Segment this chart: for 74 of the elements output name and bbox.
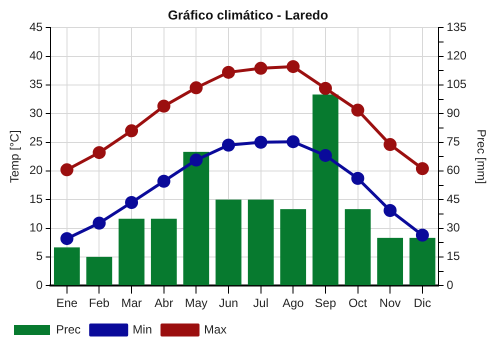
legend-label: Min [132,322,152,336]
x-tick-label: Dic [414,296,432,310]
point [92,146,106,160]
point [254,62,268,75]
bar [248,200,274,286]
point [384,204,397,217]
y-tick-label: 0 [36,278,44,292]
x-tick-label: Ago [282,296,304,310]
point [157,174,170,188]
point [92,216,106,230]
bar [409,238,436,286]
point [190,81,203,94]
x-tick-label: Jul [253,296,268,310]
bar [280,209,306,286]
point [384,138,397,152]
x-tick-label: Ene [56,296,78,310]
y-tick-label: 10 [29,220,44,235]
y-axis-title: Temp [°C] [8,130,22,184]
y2-tick-label: 15 [446,249,460,264]
y-tick-label: 15 [29,192,44,206]
legend-label: Prec [56,322,81,336]
y2-tick-label: 30 [446,220,460,235]
y2-tick-label: 75 [446,134,460,149]
point [416,228,429,242]
point [351,104,364,117]
point [318,82,332,95]
bar [377,238,404,286]
point [157,100,170,113]
point [222,138,236,152]
x-tick-label: Nov [379,296,401,310]
bar [216,200,242,286]
x-tick-label: Sep [314,296,336,310]
chart-title: Gráfico climático - Laredo [168,7,328,22]
y2-tick-label: 0 [446,278,454,292]
point [286,60,300,74]
point [286,135,300,148]
y-tick-label: 5 [36,249,44,264]
point [125,124,138,138]
x-tick-label: May [184,296,208,310]
y-tick-label: 40 [29,48,44,63]
point [125,196,138,209]
x-tick-label: Mar [121,296,142,310]
bar [54,247,80,286]
point [416,162,429,176]
y2-tick-label: 135 [446,20,467,34]
y-tick-label: 45 [29,20,44,34]
point [222,66,236,79]
point [60,163,74,176]
bar [118,218,144,286]
y-tick-label: 30 [29,106,44,120]
bar [344,209,371,286]
y2-tick-label: 90 [446,106,460,120]
point [190,154,203,167]
legend-label: Max [204,322,227,336]
bar [183,152,210,286]
x-tick-label: Abr [154,296,174,310]
point [254,136,268,149]
y-tick-label: 35 [29,77,44,92]
point [351,172,364,185]
x-tick-label: Oct [348,296,368,310]
y2-axis-title: Prec [mm] [474,129,488,184]
y2-tick-label: 60 [446,163,460,178]
bar [150,218,177,286]
x-tick-label: Jun [218,296,238,310]
bar [312,94,338,286]
point [318,148,332,162]
y-tick-label: 25 [29,134,44,149]
y2-tick-label: 45 [446,192,460,206]
x-tick-label: Feb [88,296,110,310]
bar [86,256,112,286]
y-tick-label: 20 [29,163,44,178]
y2-tick-label: 120 [446,48,467,63]
point [60,232,74,246]
y2-tick-label: 105 [446,77,467,92]
